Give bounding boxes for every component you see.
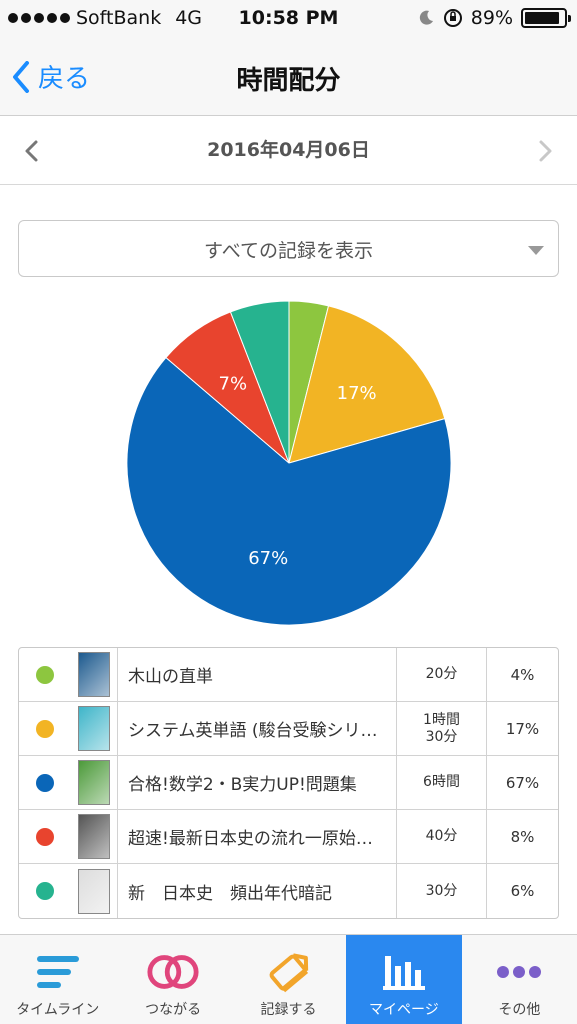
navigation-bar: 戻る 時間配分: [0, 38, 577, 116]
chevron-right-icon: [539, 140, 552, 162]
series-color-dot: [36, 827, 54, 846]
book-cover-thumbnail: [78, 760, 110, 805]
tab-connect[interactable]: つながる: [115, 935, 230, 1024]
table-row[interactable]: 新 日本史 頻出年代暗記 30分 6%: [19, 864, 558, 918]
pie-slice: [288, 305, 446, 464]
status-time: 10:58 PM: [238, 7, 339, 29]
current-date: 2016年04月06日: [207, 139, 370, 161]
date-bar: 2016年04月06日: [0, 117, 577, 185]
color-marker-cell: [19, 864, 71, 918]
chevron-left-icon: [13, 60, 29, 93]
book-title: 新 日本史 頻出年代暗記: [128, 883, 332, 904]
rotation-lock-icon: [443, 9, 462, 27]
connect-rings-icon: [146, 949, 200, 995]
book-title-cell: 超速!最新日本史の流れ一原始…: [118, 810, 397, 863]
chevron-left-icon: [25, 140, 38, 162]
pie-slice: [126, 356, 452, 626]
battery-percent: 89%: [470, 7, 513, 29]
tab-label: マイページ: [369, 1002, 439, 1018]
color-marker-cell: [19, 648, 71, 701]
record-pencil-icon: [262, 949, 316, 995]
book-cover-thumbnail: [78, 868, 110, 914]
tab-label: タイムライン: [16, 1002, 100, 1018]
book-title-cell: システム英単語 (駿台受験シリ…: [118, 702, 397, 755]
book-thumbnail-cell: [71, 648, 118, 701]
color-marker-cell: [19, 702, 71, 755]
time-percent: 6%: [510, 882, 535, 900]
moon-icon: [419, 10, 433, 25]
book-title-cell: 合格!数学2・B実力UP!問題集: [118, 756, 397, 809]
book-title: 超速!最新日本史の流れ一原始…: [128, 829, 373, 849]
tab-label: つながる: [145, 1002, 202, 1018]
time-allocation-pie-chart: 17% 67% 7%: [126, 300, 452, 626]
study-time: 6時間: [397, 756, 487, 809]
series-color-dot: [36, 719, 54, 738]
status-right: 89%: [417, 7, 571, 29]
pie-slice: [229, 300, 290, 464]
pie-slice-label: 67%: [248, 548, 288, 569]
book-title: 木山の直単: [128, 667, 213, 687]
tab-more[interactable]: その他: [462, 935, 577, 1024]
record-table: 木山の直単 20分 4% システム英単語 (駿台受験シリ… 1時間 30分 17% 合格!数…: [18, 647, 559, 919]
tab-record[interactable]: 記録する: [231, 935, 346, 1024]
bar-chart-icon: [377, 949, 431, 995]
tab-label: その他: [498, 1002, 541, 1018]
tab-label: 記録する: [260, 1002, 317, 1018]
table-row[interactable]: 木山の直単 20分 4%: [19, 648, 558, 702]
record-filter-select[interactable]: すべての記録を表示: [18, 220, 559, 277]
book-cover-thumbnail: [78, 706, 110, 751]
filter-selected-value: すべての記録を表示: [204, 240, 373, 262]
pie-chart-svg: 17% 67% 7%: [126, 300, 452, 626]
back-button[interactable]: 戻る: [12, 58, 90, 95]
page-title: 時間配分: [236, 66, 341, 96]
more-dots-icon: [492, 949, 546, 995]
time-percent: 67%: [505, 773, 540, 792]
next-date-button[interactable]: [529, 133, 559, 169]
time-percent: 4%: [510, 665, 535, 684]
time-percent: 17%: [505, 719, 540, 738]
battery-icon: [521, 8, 571, 28]
book-thumbnail-cell: [71, 864, 118, 918]
table-row[interactable]: 超速!最新日本史の流れ一原始… 40分 8%: [19, 810, 558, 864]
time-percent: 8%: [510, 827, 535, 846]
tab-timeline[interactable]: タイムライン: [0, 935, 115, 1024]
signal-dots-icon: [8, 13, 70, 23]
series-color-dot: [36, 882, 54, 900]
book-thumbnail-cell: [71, 810, 118, 863]
tab-mypage[interactable]: マイページ: [346, 935, 462, 1024]
tab-bar: タイムライン つながる 記録する マイページ その他: [0, 934, 577, 1024]
series-color-dot: [36, 665, 54, 684]
book-title: 合格!数学2・B実力UP!問題集: [128, 775, 357, 795]
study-time: 40分: [397, 810, 487, 863]
study-time: 1時間 30分: [397, 702, 487, 755]
table-row[interactable]: システム英単語 (駿台受験シリ… 1時間 30分 17%: [19, 702, 558, 756]
book-title: システム英単語 (駿台受験シリ…: [128, 721, 378, 741]
book-thumbnail-cell: [71, 756, 118, 809]
table-row[interactable]: 合格!数学2・B実力UP!問題集 6時間 67%: [19, 756, 558, 810]
carrier-label: SoftBank: [76, 7, 162, 29]
study-time: 30分: [397, 864, 487, 918]
pie-slice-label: 17%: [337, 383, 377, 404]
back-label: 戻る: [38, 64, 91, 94]
book-cover-thumbnail: [78, 652, 110, 697]
color-marker-cell: [19, 756, 71, 809]
color-marker-cell: [19, 810, 71, 863]
series-color-dot: [36, 773, 54, 792]
status-left: SoftBank 4G: [8, 7, 202, 29]
book-title-cell: 新 日本史 頻出年代暗記: [118, 864, 397, 918]
status-bar: SoftBank 4G 10:58 PM 89%: [0, 0, 577, 38]
book-cover-thumbnail: [78, 814, 110, 859]
pie-slice-label: 7%: [219, 374, 248, 395]
study-time: 20分: [397, 648, 487, 701]
dropdown-caret-icon: [528, 246, 544, 255]
network-label: 4G: [175, 7, 203, 29]
timeline-icon: [31, 949, 85, 995]
previous-date-button[interactable]: [18, 133, 48, 169]
book-thumbnail-cell: [71, 702, 118, 755]
book-title-cell: 木山の直単: [118, 648, 397, 701]
